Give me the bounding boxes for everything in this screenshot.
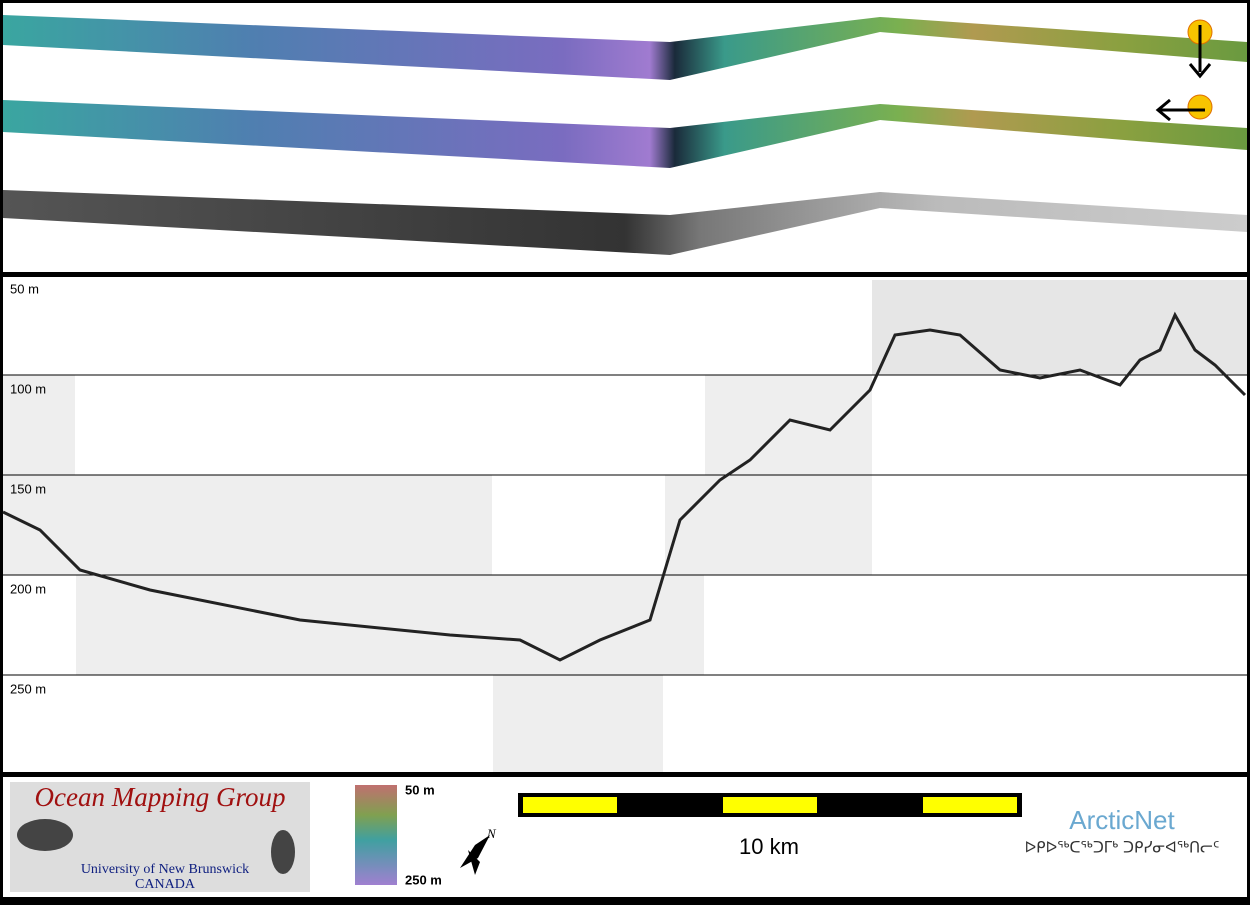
swath bbox=[3, 190, 1247, 255]
shading bbox=[3, 280, 1247, 772]
sun-icon bbox=[1155, 19, 1213, 122]
depth-label: 100 m bbox=[10, 381, 46, 396]
swath bbox=[3, 100, 1247, 168]
scale-segment bbox=[923, 797, 1017, 813]
logo-text: CANADA bbox=[135, 877, 196, 892]
logo-icon bbox=[17, 819, 73, 851]
depth-label: 50 m bbox=[10, 281, 39, 296]
svg-text:N: N bbox=[486, 826, 497, 841]
colorbar bbox=[355, 785, 397, 885]
depth-label: 200 m bbox=[10, 581, 46, 596]
swath bbox=[3, 15, 1247, 80]
scale-label: 10 km bbox=[739, 834, 799, 859]
partner-name: ArcticNet bbox=[1069, 805, 1175, 835]
depth-label: 150 m bbox=[10, 481, 46, 496]
logo-title: Ocean Mapping Group bbox=[35, 782, 286, 812]
colorbar-label: 50 m bbox=[405, 782, 435, 797]
logo-icon bbox=[271, 830, 295, 874]
scale-segment bbox=[723, 797, 817, 813]
logo-text: University of New Brunswick bbox=[81, 862, 249, 877]
north-arrow: N bbox=[460, 826, 497, 875]
depth-label: 250 m bbox=[10, 681, 46, 696]
scale-segment bbox=[523, 797, 617, 813]
partner-syllabics: ᐅᑭᐅᖅᑕᖅᑐᒥᒃ ᑐᑭᓯᓂᐊᖅᑎᓕᑦ bbox=[1025, 839, 1220, 857]
seabed-profile bbox=[2, 311, 1247, 662]
colorbar-label: 250 m bbox=[405, 872, 442, 887]
